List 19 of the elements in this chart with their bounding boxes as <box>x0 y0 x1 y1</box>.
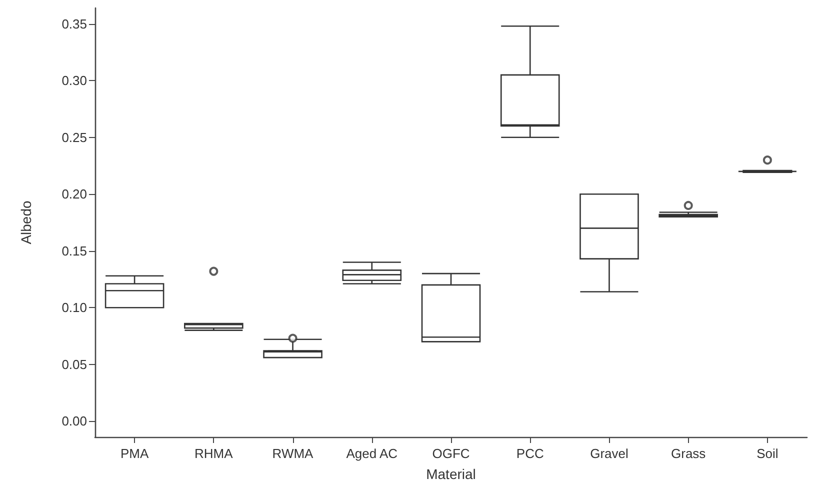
y-tick-label: 0.20 <box>62 186 87 202</box>
x-tick-label: Grass <box>670 446 706 461</box>
x-tick-label: PMA <box>120 446 149 461</box>
x-tick-label: Soil <box>756 446 778 461</box>
y-tick-label: 0.00 <box>62 414 87 429</box>
y-tick-label: 0.25 <box>62 130 87 145</box>
x-tick-label: Aged AC <box>346 446 398 461</box>
x-tick-label: OGFC <box>432 446 470 461</box>
y-tick-label: 0.05 <box>62 356 87 372</box>
y-tick-label: 0.10 <box>62 300 87 316</box>
x-axis-title: Material <box>426 466 476 482</box>
x-tick-label: Gravel <box>590 446 628 461</box>
x-tick-label: RWMA <box>272 446 314 461</box>
y-axis-title: Albedo <box>18 200 34 244</box>
y-tick-label: 0.30 <box>62 73 87 88</box>
y-tick-label: 0.35 <box>62 16 87 32</box>
y-tick-label: 0.15 <box>62 243 87 258</box>
x-tick-label: RHMA <box>194 446 234 461</box>
x-tick-label: PCC <box>516 446 544 461</box>
